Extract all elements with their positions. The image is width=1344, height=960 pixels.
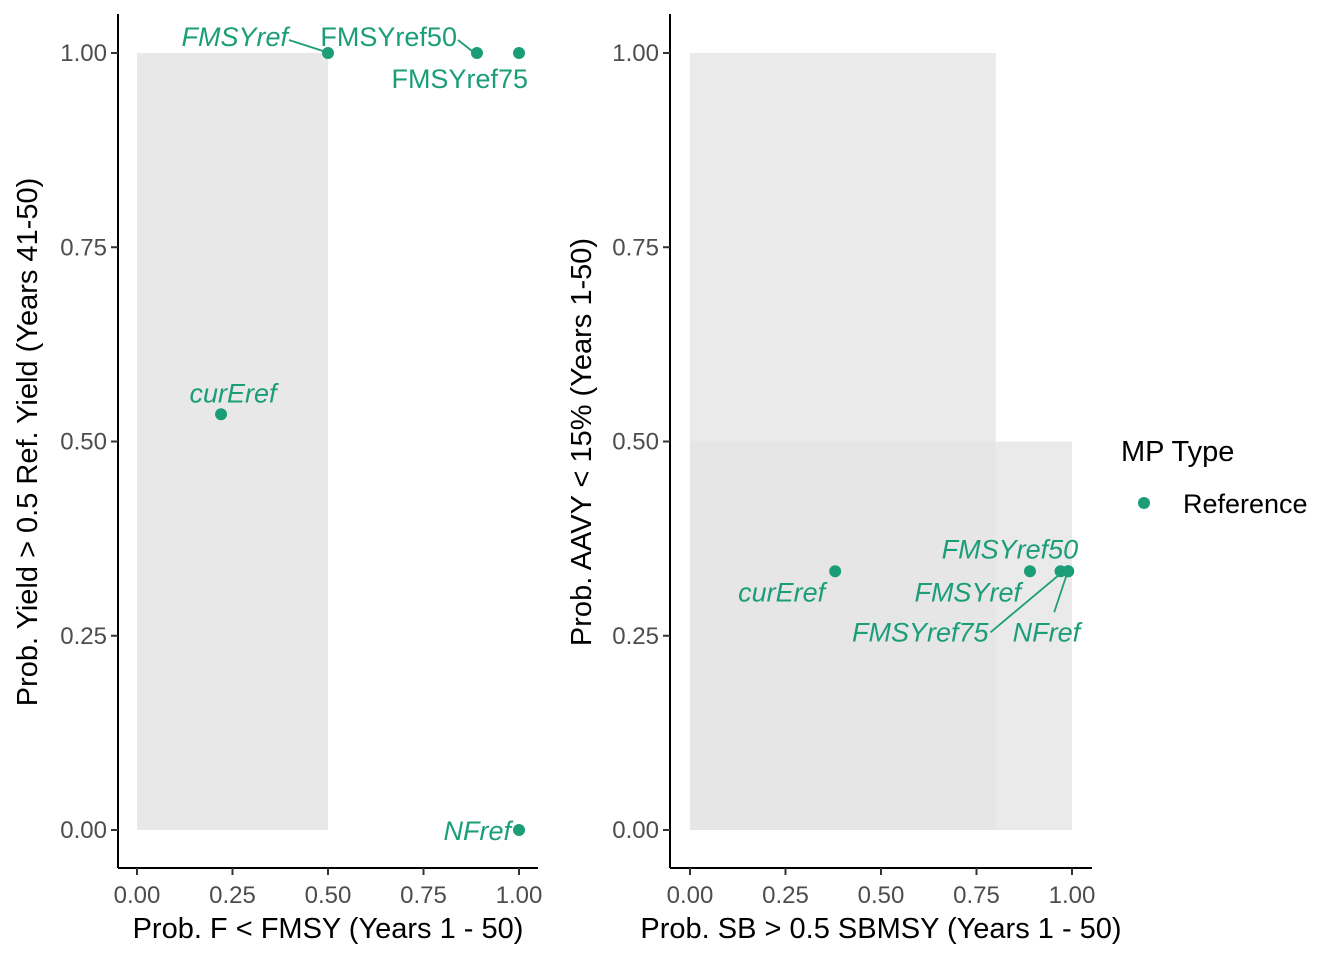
point-label: curEref — [190, 378, 280, 408]
legend-key — [1138, 497, 1150, 509]
y-tick-label: 0.75 — [60, 234, 107, 261]
point-label: FMSYref — [181, 22, 290, 52]
point-label: NFref — [444, 816, 514, 846]
label-leader-line — [989, 574, 1060, 633]
point-label: FMSYref50 — [320, 22, 457, 52]
y-tick-label: 0.75 — [612, 234, 659, 261]
x-tick-label: 0.75 — [400, 882, 447, 909]
chart-panel-2: 0.00 0.25 0.50 0.75 1.00 0.00 0.25 0.50 0.75 1.00… — [566, 14, 1122, 945]
y-tick-label: 0.25 — [612, 623, 659, 650]
y-tick-label: 0.00 — [60, 817, 107, 844]
x-tick-label: 1.00 — [496, 882, 543, 909]
point-label: NFref — [1013, 617, 1083, 647]
data-point — [513, 47, 525, 59]
x-tick-label: 0.25 — [209, 882, 256, 909]
point-label: FMSYref75 — [391, 64, 528, 94]
x-tick-label: 0.00 — [667, 882, 714, 909]
x-tick-label: 0.00 — [114, 882, 161, 909]
legend-label: Reference — [1183, 489, 1308, 519]
chart-panel-1: 0.00 0.25 0.50 0.75 1.00 0.00 0.25 0.50 0.75 1.00… — [12, 14, 542, 945]
data-point — [1023, 565, 1036, 578]
y-tick-label: 1.00 — [612, 40, 659, 67]
data-point — [829, 565, 842, 578]
x-tick-label: 1.00 — [1049, 882, 1096, 909]
point-label: FMSYref — [914, 577, 1023, 607]
y-axis-title: Prob. AAVY < 15% (Years 1-50) — [566, 238, 598, 646]
data-point — [470, 47, 483, 59]
x-tick-label: 0.25 — [762, 882, 809, 909]
y-tick-label: 0.25 — [60, 623, 107, 650]
point-label: FMSYref75 — [852, 617, 990, 647]
x-tick-label: 0.50 — [858, 882, 905, 909]
label-leader-line — [288, 39, 324, 52]
legend: MP Type Reference — [1121, 436, 1308, 519]
label-leader-line — [457, 39, 473, 52]
shaded-region — [137, 53, 328, 830]
y-tick-label: 1.00 — [60, 40, 107, 67]
shaded-region — [690, 441, 1072, 830]
data-point — [513, 824, 525, 836]
label-leader-line — [1053, 575, 1068, 613]
data-point — [215, 408, 228, 421]
x-axis-title: Prob. SB > 0.5 SBMSY (Years 1 - 50) — [640, 913, 1121, 945]
legend-title: MP Type — [1121, 436, 1234, 468]
y-tick-label: 0.00 — [612, 817, 659, 844]
point-label: FMSYref50 — [942, 534, 1079, 564]
data-point — [322, 47, 334, 59]
data-point — [1062, 565, 1075, 578]
y-tick-label: 0.50 — [60, 429, 107, 456]
x-axis-title: Prob. F < FMSY (Years 1 - 50) — [133, 913, 524, 945]
y-tick-label: 0.50 — [612, 429, 659, 456]
y-axis-title: Prob. Yield > 0.5 Ref. Yield (Years 41-5… — [12, 178, 44, 707]
x-tick-label: 0.50 — [305, 882, 352, 909]
point-label: curEref — [738, 577, 828, 607]
x-tick-label: 0.75 — [953, 882, 1000, 909]
